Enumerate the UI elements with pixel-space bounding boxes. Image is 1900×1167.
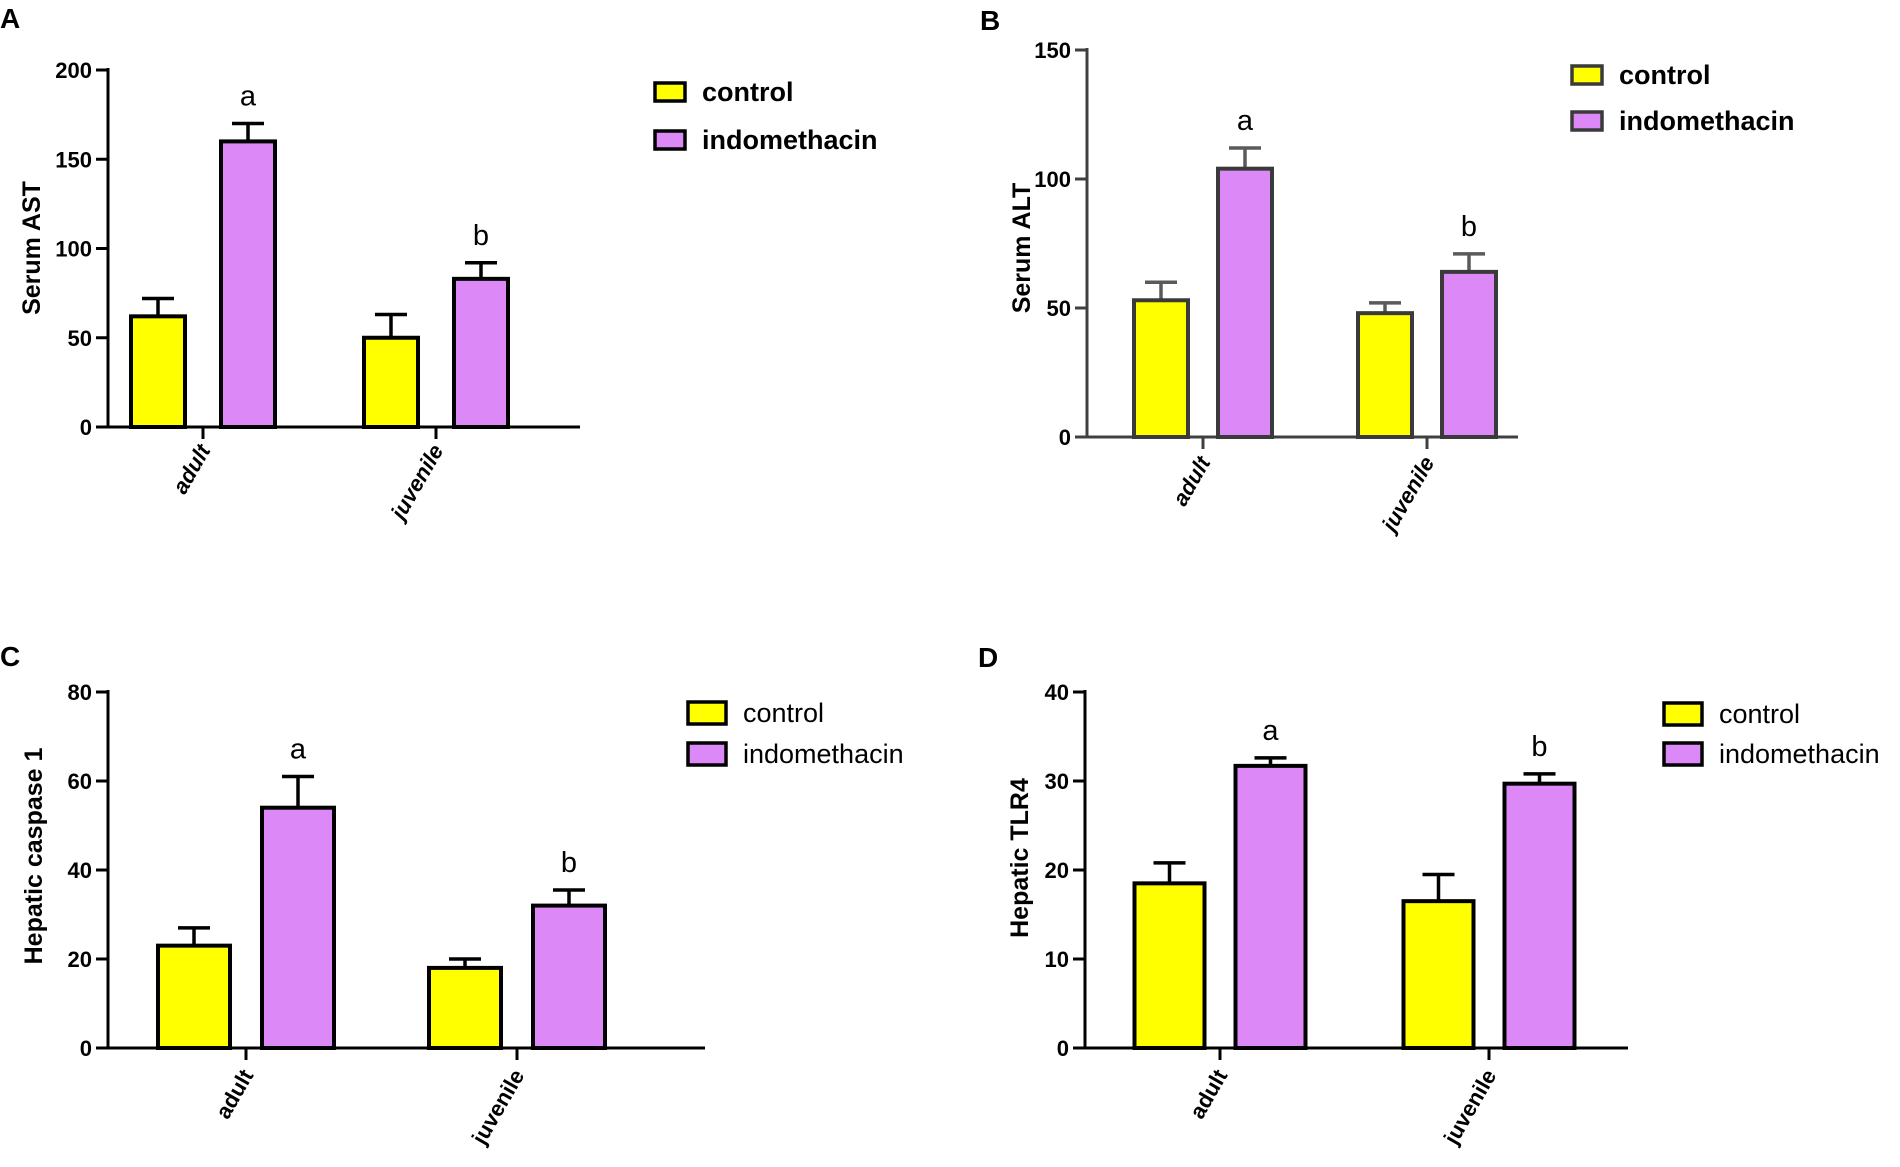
y-tick-label: 80 bbox=[68, 680, 92, 705]
significance-label: b bbox=[473, 220, 489, 252]
significance-label: b bbox=[1461, 211, 1477, 243]
y-tick-label: 60 bbox=[68, 769, 92, 794]
y-tick-label: 20 bbox=[1045, 858, 1069, 883]
legend-label-control: control bbox=[1719, 699, 1800, 729]
bar-control-adult bbox=[1132, 881, 1207, 1050]
legend-swatch-indomethacin bbox=[1570, 110, 1604, 132]
legend-label-indomethacin: indomethacin bbox=[702, 125, 878, 155]
y-tick-label: 200 bbox=[55, 58, 92, 83]
x-category-label: adult bbox=[167, 439, 216, 498]
bar-indomethacin-juvenile bbox=[531, 903, 607, 1050]
legend-label-indomethacin: indomethacin bbox=[1719, 739, 1880, 769]
bar-indomethacin-adult bbox=[1233, 763, 1308, 1050]
bar-indomethacin-adult bbox=[219, 139, 277, 429]
significance-label: b bbox=[1531, 731, 1547, 763]
panel-d: D 0 10 20 30 40 Hepatic TLR4 a adult b juvenile con… bbox=[978, 642, 1880, 1149]
y-tick-label: 0 bbox=[1057, 1036, 1069, 1061]
y-tick-label: 100 bbox=[55, 237, 92, 262]
significance-label: a bbox=[240, 81, 257, 113]
bar-indomethacin-adult bbox=[260, 805, 336, 1051]
significance-label: a bbox=[290, 734, 307, 766]
bar-indomethacin-adult bbox=[1216, 166, 1274, 439]
bar-indomethacin-juvenile bbox=[452, 276, 510, 429]
y-axis-title: Serum ALT bbox=[1008, 183, 1036, 314]
x-category-label: juvenile bbox=[1375, 452, 1439, 538]
bar-control-juvenile bbox=[1401, 899, 1476, 1051]
y-tick-label: 0 bbox=[1059, 425, 1071, 450]
y-tick-label: 150 bbox=[1034, 38, 1071, 63]
x-category-label: juvenile bbox=[466, 1065, 529, 1149]
legend-label-indomethacin: indomethacin bbox=[1619, 106, 1795, 136]
y-tick-label: 0 bbox=[80, 415, 92, 440]
legend-label-control: control bbox=[702, 77, 794, 107]
panel-a: A 0 50 100 150 200 Serum AST a adult b juvenile con… bbox=[0, 3, 878, 526]
bar-control-juvenile bbox=[1356, 311, 1414, 439]
y-tick-label: 50 bbox=[68, 326, 92, 351]
bar-control-juvenile bbox=[427, 965, 503, 1051]
y-axis-title: Serum AST bbox=[18, 181, 46, 315]
x-category-label: adult bbox=[1167, 451, 1216, 510]
legend-swatch-control bbox=[1662, 701, 1704, 727]
x-category-label: adult bbox=[1184, 1064, 1232, 1123]
legend-swatch-control bbox=[653, 81, 687, 103]
x-category-label: juvenile bbox=[384, 440, 448, 526]
y-axis-title: Hepatic caspase 1 bbox=[20, 748, 48, 965]
y-tick-label: 100 bbox=[1034, 167, 1071, 192]
y-tick-label: 10 bbox=[1045, 947, 1069, 972]
x-category-label: adult bbox=[210, 1064, 258, 1123]
y-tick-label: 40 bbox=[68, 858, 92, 883]
bar-control-adult bbox=[129, 314, 187, 429]
significance-label: a bbox=[1262, 715, 1279, 747]
significance-label: a bbox=[1237, 105, 1254, 137]
legend-label-indomethacin: indomethacin bbox=[743, 739, 904, 769]
panel-b: B 0 50 100 150 Serum ALT a adult b juvenile contro… bbox=[980, 5, 1795, 538]
y-tick-label: 0 bbox=[80, 1036, 92, 1061]
panel-letter: C bbox=[0, 641, 20, 672]
legend-swatch-control bbox=[686, 700, 728, 726]
legend-swatch-indomethacin bbox=[686, 741, 728, 767]
legend-label-control: control bbox=[743, 698, 824, 728]
y-tick-label: 40 bbox=[1045, 680, 1069, 705]
bar-indomethacin-juvenile bbox=[1502, 781, 1577, 1050]
y-tick-label: 50 bbox=[1047, 296, 1071, 321]
x-category-label: juvenile bbox=[1438, 1065, 1501, 1149]
panel-letter: B bbox=[980, 5, 1000, 36]
y-axis-title: Hepatic TLR4 bbox=[1006, 778, 1034, 938]
panel-letter: A bbox=[0, 3, 20, 34]
bar-control-juvenile bbox=[362, 335, 420, 429]
legend-label-control: control bbox=[1619, 60, 1711, 90]
y-tick-label: 150 bbox=[55, 147, 92, 172]
significance-label: b bbox=[561, 847, 577, 879]
panel-c: C 0 20 40 60 80 Hepatic caspase 1 a adult b juveni… bbox=[0, 641, 904, 1149]
legend-swatch-control bbox=[1570, 64, 1604, 86]
bar-control-adult bbox=[1132, 298, 1190, 440]
legend-swatch-indomethacin bbox=[653, 129, 687, 151]
panel-letter: D bbox=[978, 642, 998, 673]
bar-control-adult bbox=[156, 943, 232, 1051]
y-tick-label: 30 bbox=[1045, 769, 1069, 794]
legend-swatch-indomethacin bbox=[1662, 741, 1704, 767]
bar-indomethacin-juvenile bbox=[1440, 269, 1498, 439]
y-tick-label: 20 bbox=[68, 947, 92, 972]
